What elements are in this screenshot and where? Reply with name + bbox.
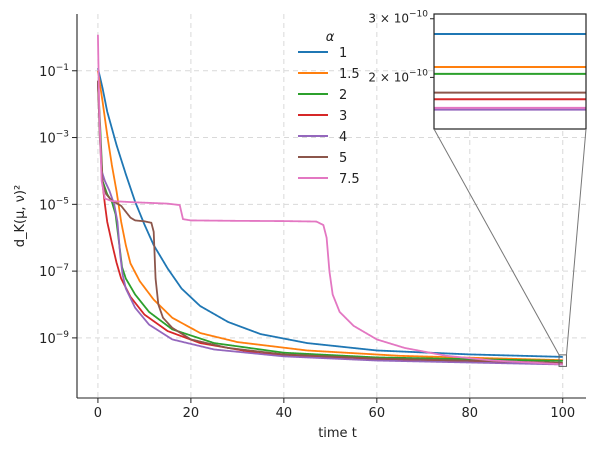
inset-background (434, 14, 586, 129)
series-group (97, 34, 564, 366)
zoom-connector-right (565, 128, 587, 355)
inset-series-group (434, 32, 586, 111)
inset-frame (433, 13, 587, 130)
y-tick-label: 10−3 (39, 130, 69, 147)
legend-label: 7.5 (339, 172, 360, 187)
x-tick-label: 20 (183, 406, 200, 421)
y-axis-label: d_K(μ, ν)² (13, 185, 28, 247)
zoom-inset: 3 × 10−10 2 × 10−10 (368, 10, 587, 130)
y-tick-label: 10−1 (39, 63, 69, 80)
x-tick-label: 40 (276, 406, 293, 421)
legend-label: 4 (339, 130, 347, 145)
y-tick-label: 10−9 (39, 330, 69, 347)
legend-label: 2 (339, 88, 347, 103)
series-line-alpha-7_5 (97, 34, 564, 366)
legend: α1 1.5 2 3 4 5 7.5 (298, 30, 360, 187)
legend-label: 3 (339, 109, 347, 124)
x-tick-label: 60 (369, 406, 386, 421)
inset-y-tick-label: 2 × 10−10 (368, 68, 428, 84)
legend-label: 1 (339, 46, 347, 61)
series-line-alpha-1 (97, 67, 564, 358)
inset-y-tick-label: 3 × 10−10 (368, 10, 428, 26)
y-tick-label: 10−7 (39, 263, 69, 280)
x-axis-label: time t (318, 426, 357, 441)
series-line-alpha-5 (97, 80, 564, 364)
zoom-connector-left (433, 128, 560, 356)
y-tick-label: 10−5 (39, 196, 69, 213)
x-tick-label: 80 (462, 406, 479, 421)
legend-title: α (326, 30, 335, 45)
legend-label: 1.5 (339, 67, 360, 82)
x-tick-label: 100 (550, 406, 575, 421)
series-line-alpha-1_5 (97, 70, 564, 362)
series-line-alpha-4 (97, 80, 564, 366)
x-tick-label: 0 (94, 406, 102, 421)
zoom-region-box (558, 354, 567, 367)
legend-label: 5 (339, 151, 347, 166)
